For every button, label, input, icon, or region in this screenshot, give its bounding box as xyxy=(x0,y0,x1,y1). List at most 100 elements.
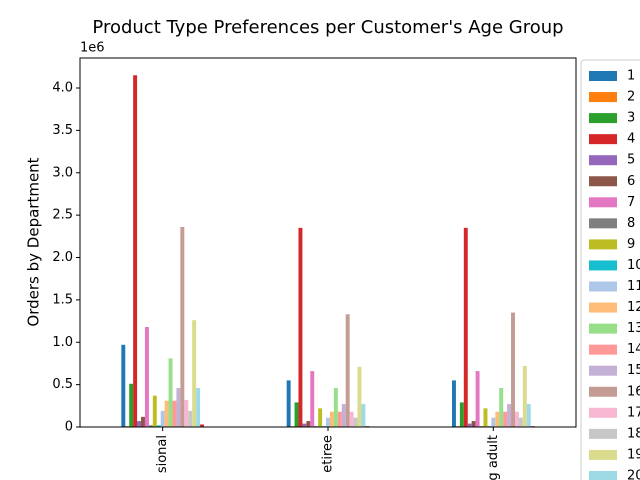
bar xyxy=(495,411,500,427)
bar xyxy=(341,404,346,427)
y-tick-label: 2.0 xyxy=(52,250,73,265)
bar xyxy=(459,402,464,427)
legend-label: 16 xyxy=(627,384,640,399)
legend-label: 12 xyxy=(627,300,640,315)
y-tick-label: 3.5 xyxy=(52,123,73,138)
bar xyxy=(141,416,145,427)
legend-label: 4 xyxy=(627,132,635,147)
legend-label: 17 xyxy=(627,405,640,420)
legend-swatch xyxy=(589,344,617,355)
y-axis-label: Orders by Department xyxy=(25,157,43,326)
bar xyxy=(349,411,354,427)
legend-label: 20 xyxy=(627,468,640,480)
bar xyxy=(133,75,138,427)
y-offset-label: 1e6 xyxy=(80,41,105,56)
y-tick-label: 0.5 xyxy=(52,377,73,392)
legend-swatch xyxy=(589,281,617,292)
bar xyxy=(353,417,358,427)
legend-label: 6 xyxy=(627,174,635,189)
bar xyxy=(152,395,157,427)
legend-label: 5 xyxy=(627,153,635,168)
bar xyxy=(298,227,303,427)
bar xyxy=(192,320,197,427)
legend-swatch xyxy=(589,71,617,81)
bar xyxy=(172,400,177,427)
legend-swatch xyxy=(589,470,617,480)
y-tick-label: 3.0 xyxy=(52,165,73,180)
bar xyxy=(499,388,504,427)
legend-swatch xyxy=(589,386,617,397)
bar xyxy=(514,411,519,427)
bar xyxy=(164,400,169,427)
bar xyxy=(483,408,488,427)
bar xyxy=(306,421,311,427)
y-tick-label: 4.0 xyxy=(52,81,73,96)
bar xyxy=(463,227,468,427)
bar xyxy=(337,411,342,427)
bar xyxy=(200,424,204,427)
plot-frame xyxy=(79,57,577,428)
bar xyxy=(491,417,496,427)
bar xyxy=(329,411,334,427)
legend-label: 14 xyxy=(627,342,640,357)
bar xyxy=(294,402,299,427)
legend-label: 2 xyxy=(627,90,635,105)
x-tick-label: sional xyxy=(155,435,170,473)
y-tick-label: 1.0 xyxy=(52,335,73,350)
legend-swatch xyxy=(589,113,617,124)
x-tick-label: g adult xyxy=(486,435,501,480)
bar xyxy=(518,417,523,427)
bar xyxy=(475,371,480,427)
bar xyxy=(526,404,531,427)
legend-label: 8 xyxy=(627,216,635,231)
legend-label: 1 xyxy=(627,69,635,84)
legend-label: 13 xyxy=(627,321,640,336)
bar xyxy=(168,358,173,427)
legend-swatch xyxy=(589,218,617,229)
bar xyxy=(345,314,350,427)
y-tick-label: 0 xyxy=(65,420,73,435)
legend-swatch xyxy=(589,323,617,334)
legend-label: 3 xyxy=(627,111,635,126)
legend-swatch xyxy=(589,449,617,460)
bar xyxy=(137,421,142,427)
bar xyxy=(318,408,323,427)
bar xyxy=(160,410,165,427)
legend-label: 18 xyxy=(627,426,640,441)
chart-title: Product Type Preferences per Customer's … xyxy=(92,17,563,38)
bar xyxy=(511,312,515,427)
legend-label: 19 xyxy=(627,447,640,462)
bar xyxy=(184,399,189,427)
x-tick-label: etiree xyxy=(321,435,336,473)
bar xyxy=(196,388,201,427)
legend-swatch xyxy=(589,134,617,145)
bar xyxy=(129,383,134,427)
bar xyxy=(326,417,330,427)
bar xyxy=(156,425,161,427)
legend-label: 10 xyxy=(627,258,640,273)
bar xyxy=(310,371,315,427)
bar xyxy=(452,380,456,427)
legend-swatch xyxy=(589,260,617,271)
bar xyxy=(503,411,508,427)
bar xyxy=(471,421,476,427)
bar xyxy=(507,404,512,427)
legend-label: 7 xyxy=(627,195,635,210)
bar xyxy=(361,404,366,427)
bar xyxy=(188,410,193,427)
bar xyxy=(180,226,185,427)
legend-swatch xyxy=(589,239,617,250)
bar xyxy=(148,425,153,427)
legend-swatch xyxy=(589,365,617,376)
bar xyxy=(467,423,472,427)
y-tick-label: 1.5 xyxy=(52,292,73,307)
bar xyxy=(121,344,126,427)
bar xyxy=(357,366,362,427)
y-tick-label: 2.5 xyxy=(52,208,73,223)
bar xyxy=(522,365,527,427)
legend-swatch xyxy=(589,407,617,418)
legend-swatch xyxy=(589,197,617,208)
bar xyxy=(176,388,181,427)
legend-swatch xyxy=(589,92,617,103)
